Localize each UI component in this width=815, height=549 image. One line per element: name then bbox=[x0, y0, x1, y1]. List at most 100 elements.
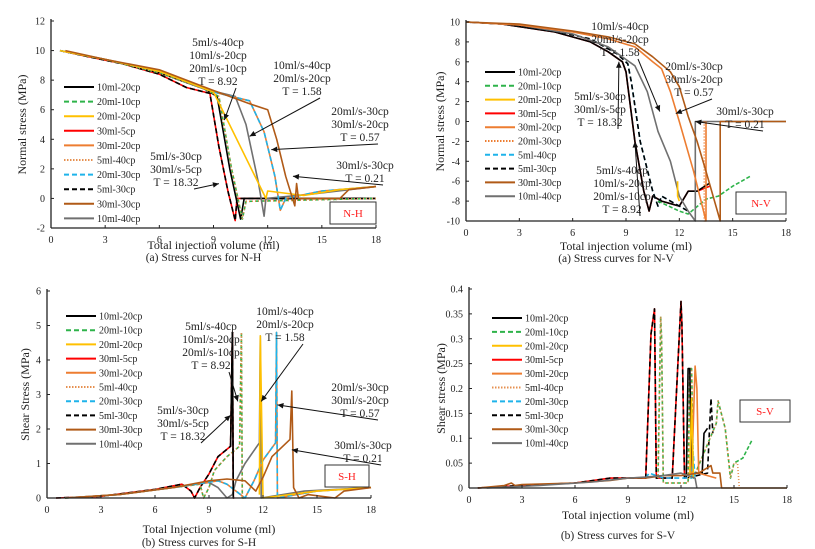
panel-n-v: 0 3 6 9 12 15 18 -10 -8 -6 -4 -2 0 2 4 6 8 10 Total inject… bbox=[433, 18, 791, 266]
y-tick-label: 0.25 bbox=[446, 359, 464, 370]
x-axis-label: Total injection volume (ml) bbox=[147, 238, 279, 252]
y-tick-label: -10 bbox=[447, 217, 460, 228]
y-tick-label: 10 bbox=[450, 18, 460, 29]
legend-label: 20ml-30cp bbox=[525, 397, 568, 408]
y-tick-label: 0 bbox=[40, 194, 45, 205]
legend-label: 10ml-40cp bbox=[97, 214, 140, 225]
figure-caption: (a) Stress curves for N-H bbox=[146, 252, 262, 264]
x-tick-label: 6 bbox=[157, 235, 162, 246]
x-tick-label: 0 bbox=[467, 495, 472, 506]
annotation-line: T = 18.32 bbox=[578, 117, 623, 129]
y-tick-label: 2 bbox=[455, 97, 460, 108]
x-tick-label: 12 bbox=[263, 235, 273, 246]
y-axis-label: Shear stress (MPa) bbox=[434, 343, 448, 434]
y-tick-label: 6 bbox=[455, 57, 460, 68]
x-axis-label: Total Injection volume (ml) bbox=[143, 522, 276, 536]
y-tick-label: -2 bbox=[452, 137, 460, 148]
series-line-20ml-20cp bbox=[689, 397, 695, 479]
legend-label: 10ml-40cp bbox=[99, 439, 142, 450]
x-tick-label: 6 bbox=[573, 495, 578, 506]
legend-label: 5ml-30cp bbox=[518, 164, 556, 175]
annotation-arrow-shaft bbox=[637, 58, 661, 112]
annotation-arrow-head bbox=[616, 61, 622, 68]
series-line-30ml-30cp bbox=[65, 49, 377, 207]
annotation-line: T = 18.32 bbox=[154, 177, 199, 189]
panel-badge-label: S-H bbox=[338, 471, 356, 483]
annotation-line: 10ml/s-20cp bbox=[182, 334, 240, 346]
x-tick-label: 15 bbox=[312, 505, 322, 516]
annotation-line: 30ml/s-30cp bbox=[334, 440, 392, 452]
x-tick-label: 12 bbox=[258, 505, 268, 516]
y-axis-label: Shear Stress (MPa) bbox=[18, 348, 32, 441]
x-tick-label: 3 bbox=[517, 228, 522, 239]
annotation-line: 10ml/s-40cp bbox=[591, 21, 649, 33]
legend-label: 5ml-40cp bbox=[518, 150, 556, 161]
x-tick-label: 15 bbox=[729, 495, 739, 506]
legend-label: 30ml-30cp bbox=[97, 199, 140, 210]
annotation-arrow-head bbox=[632, 141, 639, 148]
series-line-5ml-40cp bbox=[59, 49, 377, 220]
annotation-line: 10ml/s-40cp bbox=[256, 306, 314, 318]
annotation-arrow-shaft bbox=[260, 343, 304, 402]
legend-label: 5ml-30cp bbox=[99, 411, 137, 422]
y-tick-label: 0.4 bbox=[451, 285, 464, 296]
annotation-arrow-head bbox=[292, 174, 300, 180]
legend: 10ml-20cp 20ml-10cp 20ml-20cp 30ml-5cp 30ml-… bbox=[66, 312, 142, 450]
x-tick-label: 12 bbox=[676, 495, 686, 506]
annotation-arrow-shaft bbox=[675, 98, 713, 115]
x-tick-label: 0 bbox=[464, 228, 469, 239]
y-tick-label: -6 bbox=[452, 177, 460, 188]
x-axis-label: Total injection volume (ml) bbox=[560, 239, 692, 253]
annotation-line: 20ml/s-20cp bbox=[273, 73, 331, 85]
panel-badge-box bbox=[329, 201, 377, 225]
series-line-30ml-20cp bbox=[690, 365, 717, 479]
legend-label: 30ml-5cp bbox=[99, 354, 137, 365]
legend-label: 20ml-20cp bbox=[525, 341, 568, 352]
legend-label: 10ml-20cp bbox=[99, 312, 142, 323]
series-line-30ml-5cp bbox=[477, 300, 687, 489]
annotation-line: 20ml/s-20cp bbox=[591, 34, 649, 46]
legend-label: 10ml-20cp bbox=[97, 83, 140, 94]
y-tick-label: 10 bbox=[35, 46, 45, 57]
x-axis-label: Total injection volume (ml) bbox=[562, 508, 694, 522]
legend-label: 5ml-40cp bbox=[99, 383, 137, 394]
annotation-arrow-shaft bbox=[634, 141, 641, 217]
annotation-line: 30ml/s-5cp bbox=[574, 104, 626, 116]
x-tick-label: 0 bbox=[45, 505, 50, 516]
annotation-arrow-shaft bbox=[291, 449, 382, 466]
x-tick-label: 18 bbox=[781, 228, 791, 239]
series-line-20ml-10cp bbox=[657, 315, 753, 484]
series-line-20ml-20cp bbox=[676, 181, 681, 202]
legend-label: 30ml-30cp bbox=[518, 178, 561, 189]
annotation-line: 10ml/s-40cp bbox=[273, 60, 331, 72]
annotation-line: 10ml/s-20cp bbox=[189, 50, 247, 62]
annotation-line: 20ml/s-30cp bbox=[665, 61, 723, 73]
annotation-line: 30ml/s-30cp bbox=[336, 160, 394, 172]
legend-label: 20ml-10cp bbox=[525, 327, 568, 338]
annotation-arrow-shaft bbox=[277, 404, 379, 421]
annotation-line: 5ml/s-30cp bbox=[150, 151, 202, 163]
annotation-arrow-head bbox=[249, 131, 257, 137]
annotation-arrow-shaft bbox=[200, 414, 231, 444]
annotation-arrow-head bbox=[291, 448, 299, 454]
x-tick-label: 18 bbox=[782, 495, 792, 506]
panel-s-v: 0 3 6 9 12 15 18 0 0.05 0.1 0.15 0.2 0.25 0.3 0.35 0.4 T… bbox=[434, 285, 792, 543]
y-tick-label: 2 bbox=[36, 425, 41, 436]
panel-badge-label: S-V bbox=[756, 406, 774, 418]
legend-label: 5ml-30cp bbox=[97, 185, 135, 196]
y-tick-label: 0.3 bbox=[451, 334, 464, 345]
annotation-line: T = 1.58 bbox=[600, 47, 639, 59]
legend-label: 20ml-30cp bbox=[518, 137, 561, 148]
annotation-line: 20ml/s-10cp bbox=[182, 347, 240, 359]
x-tick-label: 12 bbox=[674, 228, 684, 239]
legend-label: 30ml-5cp bbox=[525, 355, 563, 366]
series-line-30ml-30cp bbox=[477, 464, 787, 489]
legend-label: 20ml-10cp bbox=[99, 326, 142, 337]
annotation-arrow-shaft bbox=[695, 121, 764, 132]
y-tick-label: -8 bbox=[452, 197, 460, 208]
